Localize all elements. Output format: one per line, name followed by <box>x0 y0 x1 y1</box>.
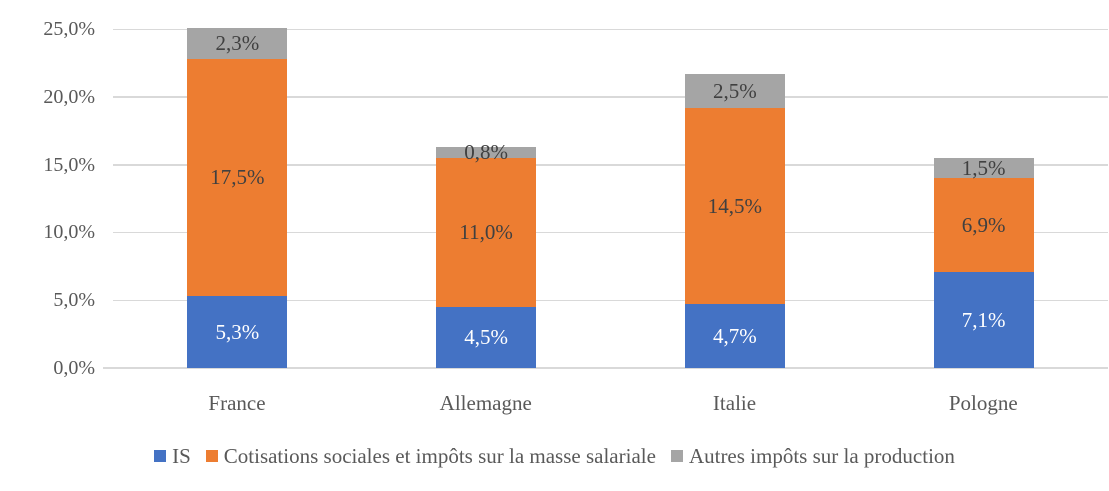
legend-swatch-icon <box>205 450 218 462</box>
legend-label: Autres impôts sur la production <box>688 444 955 468</box>
y-tick-label: 0,0% <box>53 357 95 379</box>
gridline <box>113 299 1108 302</box>
gridline <box>113 96 1108 98</box>
y-tick-label: 20,0% <box>43 85 95 108</box>
bar-segment-italie-series3: 2,5% <box>684 73 785 108</box>
y-tick-label: 10,0% <box>43 221 95 244</box>
legend-item-series3: Autres impôts sur la production <box>670 443 955 469</box>
legend-label: Cotisations sociales et impôts sur la ma… <box>223 444 656 468</box>
bar-value-label: 5,3% <box>215 320 260 345</box>
x-axis-line <box>103 367 1108 369</box>
bar-segment-allemagne-series3: 0,8% <box>436 140 537 164</box>
category-label-france: France <box>208 391 266 415</box>
category-label-allemagne: Allemagne <box>439 391 532 415</box>
bar-segment-france-series2: 17,5% <box>187 58 288 297</box>
gridline <box>113 28 1108 30</box>
gridline <box>113 164 1108 166</box>
y-tick-label: 25,0% <box>43 18 95 40</box>
bar-segment-italie-series1: 4,7% <box>684 304 785 368</box>
bar-value-label: 4,7% <box>713 324 757 349</box>
bar-segment-pologne-series1: 7,1% <box>933 271 1034 368</box>
bar-segment-italie-series2: 14,5% <box>684 107 785 305</box>
bar-segment-pologne-series2: 6,9% <box>933 178 1034 272</box>
y-tick-label: 15,0% <box>43 153 95 176</box>
legend-item-series1: IS <box>154 443 191 469</box>
bar-value-label: 6,9% <box>961 212 1006 237</box>
legend-label: IS <box>172 444 191 468</box>
bar-value-label: 2,3% <box>215 31 260 56</box>
legend-swatch-icon <box>154 450 167 462</box>
legend: IS Cotisations sociales et impôts sur la … <box>0 443 1109 469</box>
bar-segment-allemagne-series2: 11,0% <box>436 157 537 307</box>
bar-value-label: 7,1% <box>961 307 1006 332</box>
y-tick-label: 5,0% <box>53 289 95 312</box>
legend-item-series2: Cotisations sociales et impôts sur la ma… <box>205 443 656 469</box>
category-label-pologne: Pologne <box>948 391 1018 415</box>
plot-area: 5,3% 17,5% 2,3% 4,5% 11,0% 0,8% 4,7% 14,5% 2,5% 7… <box>103 20 1108 369</box>
bar-value-label: 2,5% <box>713 78 757 103</box>
bar-value-label: 1,5% <box>961 156 1006 181</box>
bar-value-label: 17,5% <box>210 165 265 190</box>
bar-segment-pologne-series3: 1,5% <box>933 156 1034 181</box>
bar-value-label: 14,5% <box>707 193 762 218</box>
bar-value-label: 4,5% <box>464 325 508 350</box>
bar-segment-allemagne-series1: 4,5% <box>436 306 537 368</box>
bar-value-label: 0,8% <box>464 140 508 165</box>
category-label-italie: Italie <box>712 391 757 415</box>
legend-swatch-icon <box>670 450 683 462</box>
bar-segment-france-series3: 2,3% <box>187 27 288 59</box>
bar-value-label: 11,0% <box>459 220 513 245</box>
gridline <box>113 231 1108 234</box>
bar-segment-france-series1: 5,3% <box>187 296 288 368</box>
